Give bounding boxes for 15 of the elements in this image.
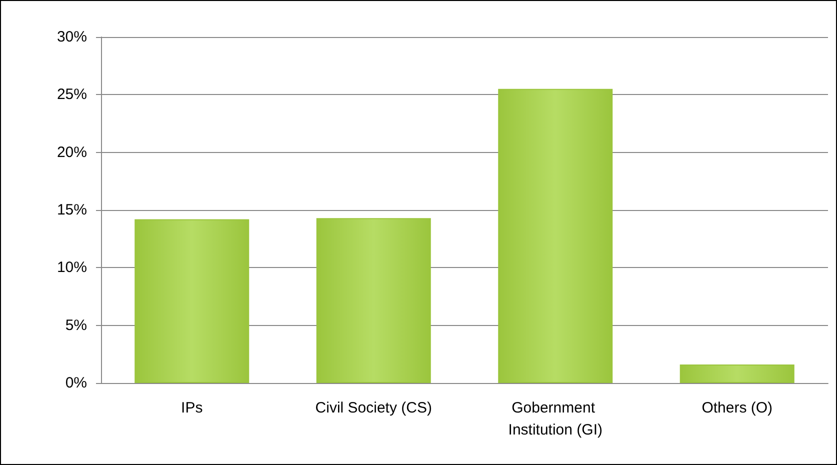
x-tick-label: IPs [181,400,203,416]
x-tick-label: Gobernment Institution (GI) [508,400,602,438]
y-tick-label: 25% [56,86,87,104]
x-tick-label: Others (O) [702,400,773,416]
bar [498,88,613,383]
y-tick-label: 10% [56,259,87,276]
bar [134,219,250,383]
y-tick-label: 0% [65,374,87,392]
y-tick-label: 5% [65,316,87,334]
bar [680,364,794,383]
y-tick-label: 30% [56,28,87,46]
y-tick-label: 20% [56,144,87,161]
y-tick-label: 15% [56,202,87,218]
x-tick-label: Civil Society (CS) [315,400,432,416]
bar [316,218,431,383]
